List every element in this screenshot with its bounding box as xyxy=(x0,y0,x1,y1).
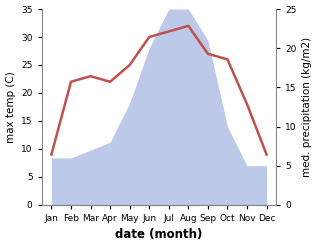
Y-axis label: med. precipitation (kg/m2): med. precipitation (kg/m2) xyxy=(302,37,313,177)
X-axis label: date (month): date (month) xyxy=(115,228,203,242)
Y-axis label: max temp (C): max temp (C) xyxy=(5,71,16,143)
